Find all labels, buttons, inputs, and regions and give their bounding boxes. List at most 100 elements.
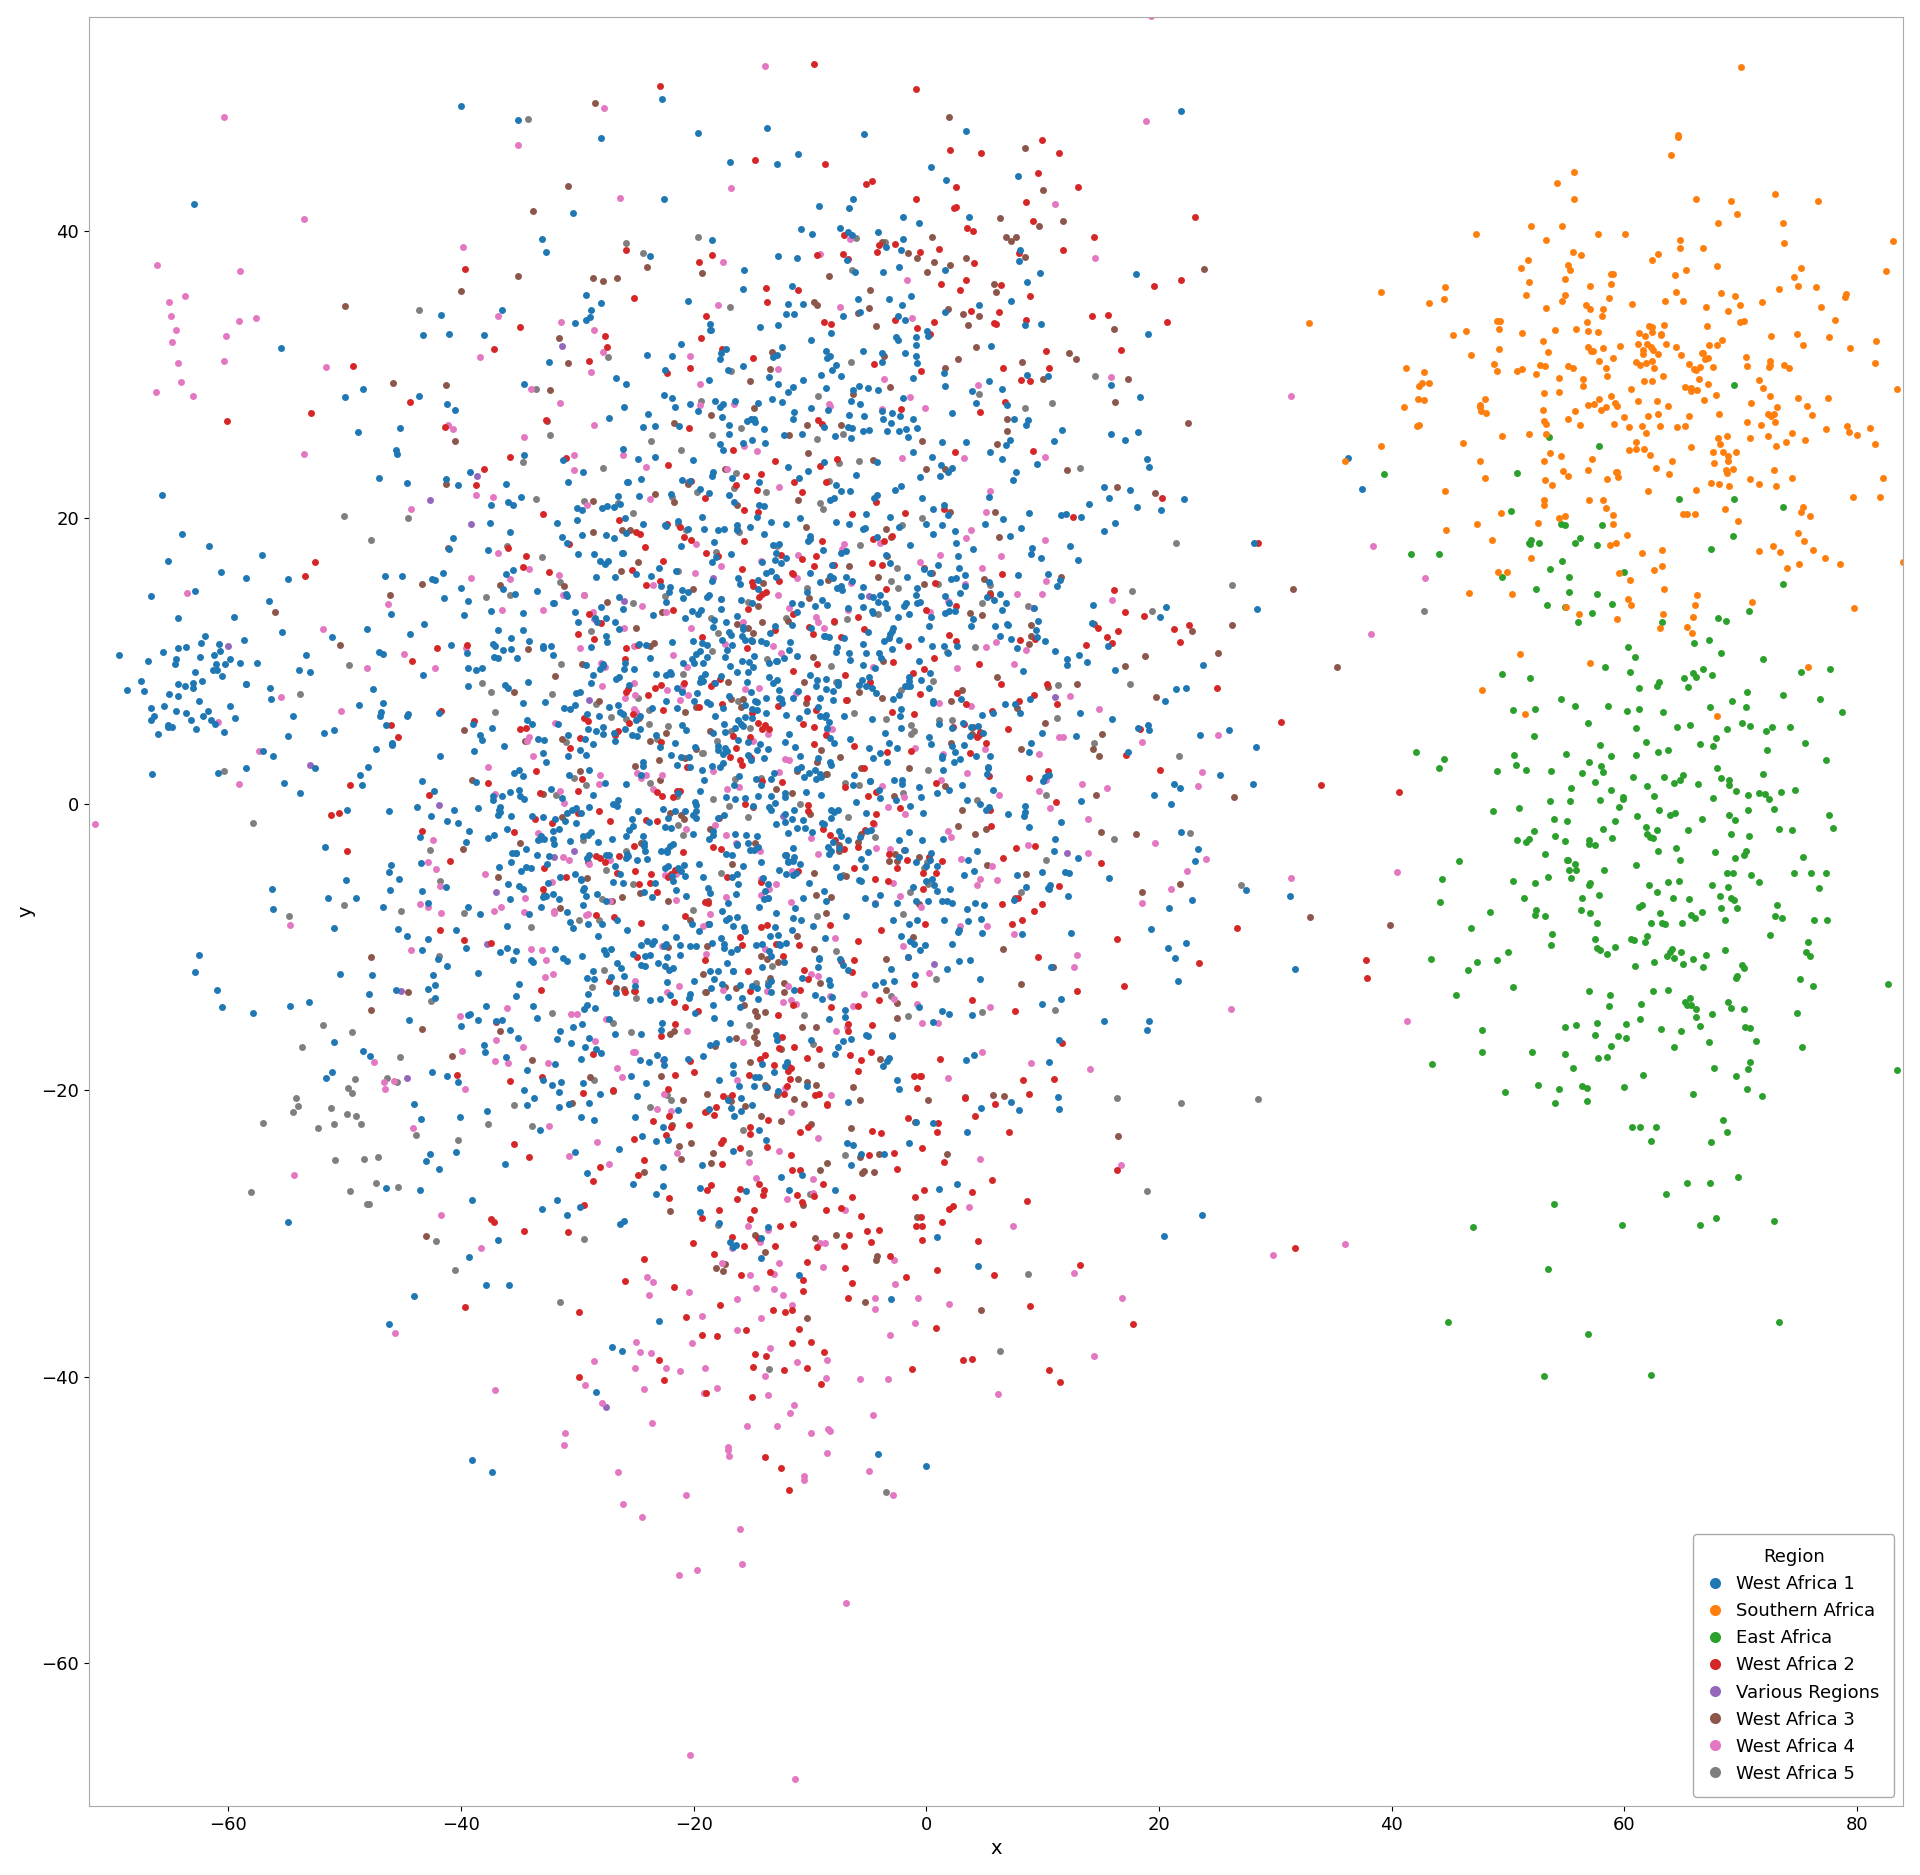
West Africa 2 — [636, 859, 666, 889]
West Africa 1 — [814, 724, 845, 754]
West Africa 4 — [618, 1037, 649, 1067]
West Africa 2 — [595, 806, 626, 836]
West Africa 1 — [718, 1058, 749, 1088]
Southern Africa — [1755, 381, 1786, 411]
Southern Africa — [1601, 458, 1632, 488]
West Africa 1 — [522, 576, 553, 606]
West Africa 1 — [712, 949, 743, 979]
East Africa — [1720, 844, 1751, 874]
East Africa — [1672, 814, 1703, 844]
West Africa 1 — [384, 864, 415, 894]
West Africa 1 — [962, 1251, 993, 1281]
West Africa 1 — [851, 883, 881, 913]
West Africa 1 — [455, 999, 486, 1029]
West Africa 3 — [791, 409, 822, 439]
West Africa 2 — [860, 488, 891, 518]
East Africa — [1632, 819, 1663, 849]
West Africa 3 — [1188, 255, 1219, 285]
West Africa 2 — [774, 1056, 804, 1086]
East Africa — [1716, 819, 1747, 849]
West Africa 5 — [1117, 576, 1148, 606]
West Africa 3 — [935, 728, 966, 758]
West Africa 2 — [495, 1065, 526, 1095]
West Africa 4 — [543, 561, 574, 591]
Southern Africa — [1878, 227, 1908, 257]
West Africa 2 — [985, 270, 1016, 300]
East Africa — [1588, 855, 1619, 885]
West Africa 1 — [710, 334, 741, 364]
Southern Africa — [1897, 309, 1920, 339]
West Africa 4 — [753, 1215, 783, 1245]
West Africa 1 — [708, 692, 739, 722]
West Africa 1 — [495, 622, 526, 652]
West Africa 1 — [332, 795, 363, 825]
West Africa 1 — [219, 703, 250, 733]
West Africa 4 — [413, 892, 444, 922]
West Africa 2 — [1165, 264, 1196, 294]
West Africa 1 — [730, 701, 760, 731]
Southern Africa — [1611, 521, 1642, 551]
West Africa 1 — [766, 548, 797, 578]
West Africa 1 — [726, 1084, 756, 1114]
West Africa 1 — [420, 969, 451, 999]
West Africa 1 — [566, 797, 597, 827]
West Africa 3 — [618, 977, 649, 1007]
East Africa — [1789, 728, 1820, 758]
West Africa 2 — [808, 308, 839, 338]
West Africa 1 — [948, 709, 979, 739]
West Africa 1 — [599, 608, 630, 638]
West Africa 1 — [712, 354, 743, 384]
West Africa 1 — [806, 360, 837, 390]
West Africa 2 — [995, 1118, 1025, 1148]
West Africa 1 — [184, 641, 215, 671]
West Africa 1 — [995, 521, 1025, 551]
Southern Africa — [1657, 446, 1688, 476]
West Africa 4 — [743, 673, 774, 703]
Southern Africa — [1626, 336, 1657, 366]
Southern Africa — [1469, 463, 1500, 493]
Southern Africa — [1540, 315, 1571, 345]
West Africa 1 — [833, 218, 864, 248]
Southern Africa — [1596, 259, 1626, 289]
East Africa — [1711, 936, 1741, 966]
Southern Africa — [1532, 338, 1563, 368]
West Africa 2 — [735, 1119, 766, 1149]
West Africa 2 — [939, 1191, 970, 1221]
West Africa 1 — [707, 739, 737, 769]
West Africa 1 — [847, 844, 877, 874]
West Africa 1 — [753, 793, 783, 823]
West Africa 4 — [516, 934, 547, 964]
West Africa 1 — [1165, 818, 1196, 848]
West Africa 1 — [876, 398, 906, 428]
West Africa 1 — [492, 934, 522, 964]
West Africa 2 — [574, 345, 605, 375]
East Africa — [1716, 521, 1747, 551]
West Africa 3 — [1006, 347, 1037, 377]
West Africa 1 — [1014, 405, 1044, 435]
West Africa 4 — [1062, 939, 1092, 969]
Southern Africa — [1860, 429, 1891, 459]
West Africa 1 — [774, 1176, 804, 1206]
West Africa 1 — [637, 930, 668, 960]
West Africa 1 — [593, 840, 624, 870]
West Africa 1 — [693, 909, 724, 939]
West Africa 2 — [338, 351, 369, 381]
Southern Africa — [1561, 315, 1592, 345]
West Africa 1 — [904, 463, 935, 493]
West Africa 1 — [772, 508, 803, 538]
West Africa 1 — [1041, 825, 1071, 855]
West Africa 1 — [864, 1440, 895, 1470]
East Africa — [1668, 664, 1699, 694]
West Africa 1 — [876, 409, 906, 439]
West Africa 4 — [716, 172, 747, 202]
West Africa 3 — [889, 836, 920, 866]
West Africa 3 — [787, 1191, 818, 1221]
Southern Africa — [1553, 461, 1584, 491]
East Africa — [1599, 932, 1630, 962]
West Africa 1 — [215, 692, 246, 722]
West Africa 1 — [847, 514, 877, 544]
Southern Africa — [1576, 336, 1607, 366]
West Africa 1 — [490, 1149, 520, 1179]
West Africa 5 — [653, 711, 684, 741]
West Africa 1 — [365, 701, 396, 731]
